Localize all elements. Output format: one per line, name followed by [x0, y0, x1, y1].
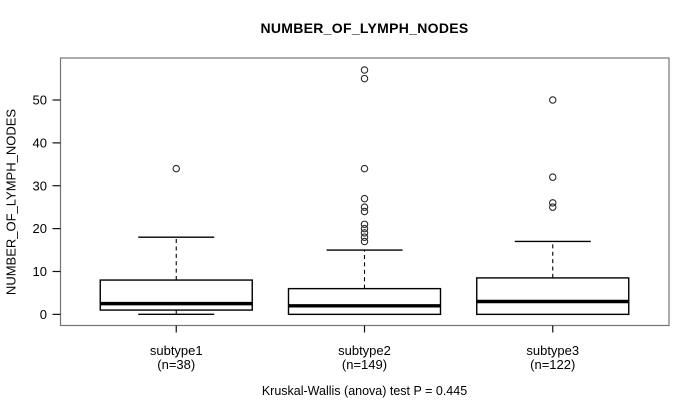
group-count-label: (n=38) — [157, 357, 195, 372]
iqr-box — [99, 279, 253, 311]
outlier-point — [360, 220, 369, 229]
group-count-label: (n=122) — [530, 357, 575, 372]
outlier-point — [360, 164, 369, 173]
outlier-point — [548, 203, 557, 211]
outlier-point — [360, 224, 369, 233]
chart-title: NUMBER_OF_LYMPH_NODES — [260, 20, 469, 36]
outlier-point — [360, 203, 369, 211]
y-tick-label: 10 — [33, 264, 47, 279]
outlier-point — [172, 164, 181, 173]
iqr-box — [287, 287, 442, 316]
outlier-point — [548, 96, 557, 104]
outlier-point — [360, 207, 369, 216]
group-label: subtype2 — [338, 343, 391, 358]
group-label: subtype1 — [150, 343, 203, 358]
outlier-point — [360, 74, 369, 83]
y-tick-label: 40 — [33, 135, 47, 150]
outlier-point — [360, 194, 369, 203]
y-tick-label: 50 — [33, 93, 47, 108]
iqr-box — [476, 277, 630, 316]
group-label: subtype3 — [526, 343, 579, 358]
stat-test-caption: Kruskal-Wallis (anova) test P = 0.445 — [261, 384, 468, 398]
y-tick-label: 30 — [33, 178, 47, 193]
outlier-point — [360, 237, 369, 246]
y-tick-label: 20 — [33, 221, 47, 236]
group-count-label: (n=149) — [342, 357, 387, 372]
y-tick-label: 0 — [40, 307, 47, 322]
outlier-point — [548, 199, 557, 207]
outlier-point — [548, 173, 557, 181]
outlier-point — [360, 233, 369, 241]
outlier-point — [360, 229, 369, 237]
outlier-point — [360, 66, 369, 74]
